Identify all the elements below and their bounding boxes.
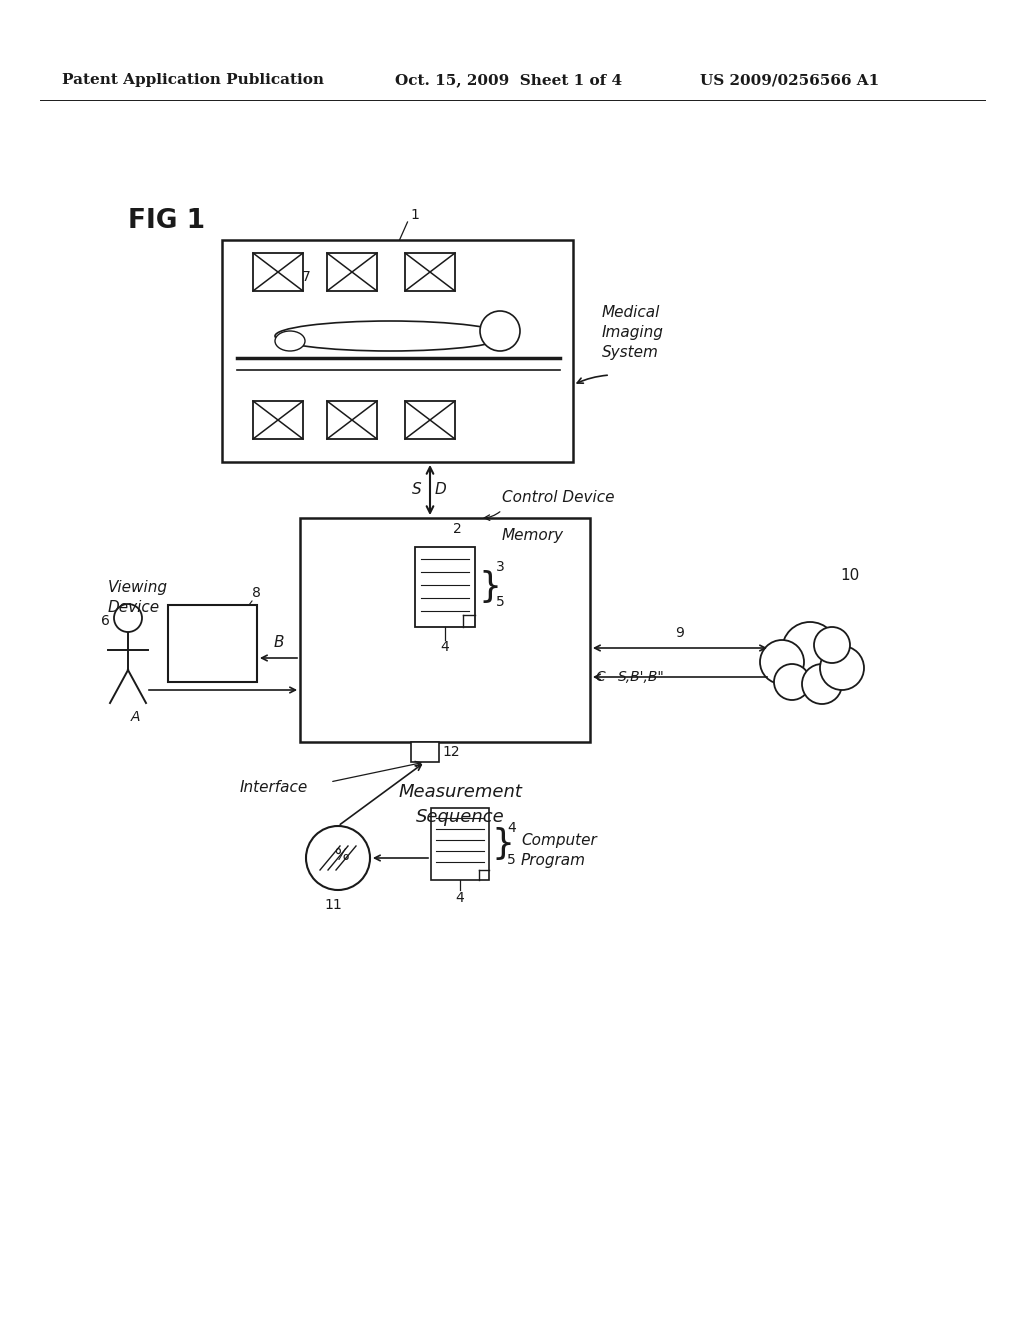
Bar: [253, 401, 303, 440]
Text: 2: 2: [453, 521, 462, 536]
Ellipse shape: [275, 331, 305, 351]
Circle shape: [802, 664, 842, 704]
Text: S,B',B": S,B',B": [618, 671, 665, 684]
Text: Oct. 15, 2009  Sheet 1 of 4: Oct. 15, 2009 Sheet 1 of 4: [395, 73, 623, 87]
Text: Computer
Program: Computer Program: [521, 833, 597, 867]
Text: 7: 7: [302, 271, 310, 284]
Circle shape: [782, 622, 838, 678]
Text: 9: 9: [676, 626, 684, 640]
Bar: [406, 253, 455, 290]
Text: 11: 11: [325, 898, 342, 912]
Text: S: S: [413, 483, 422, 498]
Bar: [327, 401, 377, 440]
Text: }: }: [490, 828, 514, 861]
Text: 8: 8: [252, 586, 261, 601]
Bar: [411, 742, 439, 762]
Text: Memory: Memory: [502, 528, 564, 543]
Text: Viewing
Device: Viewing Device: [108, 579, 168, 615]
Text: 5: 5: [507, 853, 516, 867]
Text: }: }: [478, 570, 501, 605]
Text: 1: 1: [411, 209, 420, 222]
Text: C: C: [595, 671, 605, 684]
Bar: [415, 546, 475, 627]
Text: 6: 6: [101, 614, 110, 628]
Text: 4: 4: [507, 821, 516, 836]
Bar: [253, 253, 303, 290]
Text: D: D: [435, 483, 446, 498]
Bar: [222, 240, 573, 462]
Text: Interface: Interface: [240, 780, 308, 795]
Text: %: %: [334, 849, 348, 863]
Bar: [406, 401, 455, 440]
Text: Measurement
Sequence: Measurement Sequence: [398, 783, 522, 826]
Bar: [327, 253, 377, 290]
Text: 4: 4: [440, 640, 450, 653]
Circle shape: [820, 645, 864, 690]
Ellipse shape: [275, 321, 505, 351]
Circle shape: [814, 627, 850, 663]
Text: 10: 10: [840, 568, 859, 582]
Text: 12: 12: [442, 744, 460, 759]
Text: FIG 1: FIG 1: [128, 209, 205, 234]
Text: 5: 5: [496, 595, 505, 609]
Text: 3: 3: [496, 560, 505, 574]
Circle shape: [760, 640, 804, 684]
Circle shape: [480, 312, 520, 351]
Circle shape: [774, 664, 810, 700]
Text: B: B: [273, 635, 284, 649]
Text: Medical
Imaging
System: Medical Imaging System: [602, 305, 664, 359]
Text: US 2009/0256566 A1: US 2009/0256566 A1: [700, 73, 880, 87]
Bar: [168, 605, 257, 682]
Text: A: A: [131, 710, 140, 723]
Bar: [431, 808, 489, 880]
Circle shape: [306, 826, 370, 890]
Text: Control Device: Control Device: [502, 490, 614, 506]
Text: 4: 4: [456, 891, 464, 906]
Text: Patent Application Publication: Patent Application Publication: [62, 73, 324, 87]
Bar: [300, 517, 590, 742]
Circle shape: [114, 605, 142, 632]
